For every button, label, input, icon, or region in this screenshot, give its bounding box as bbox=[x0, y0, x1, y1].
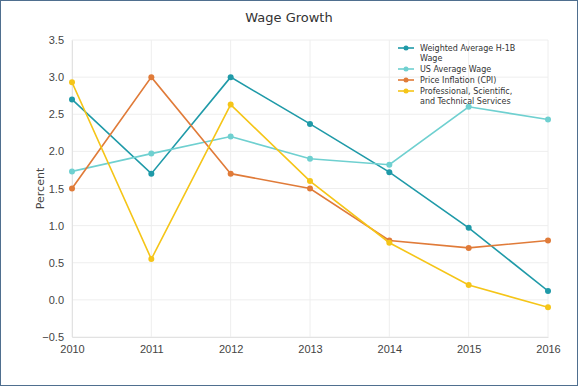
data-point bbox=[545, 237, 551, 243]
data-point bbox=[545, 304, 551, 310]
data-point bbox=[307, 121, 313, 127]
data-point bbox=[386, 162, 392, 168]
data-point bbox=[545, 116, 551, 122]
data-point bbox=[307, 178, 313, 184]
x-axis: 2010 2011 2012 2013 2014 2015 2016 bbox=[60, 337, 560, 355]
data-point bbox=[545, 288, 551, 294]
legend-swatch bbox=[404, 89, 409, 94]
data-point bbox=[148, 256, 154, 262]
grid-line bbox=[389, 40, 390, 337]
data-point bbox=[69, 168, 75, 174]
series-line bbox=[72, 82, 548, 307]
tick: 2.0 bbox=[49, 145, 72, 157]
data-point bbox=[148, 171, 154, 177]
tick-label: 2012 bbox=[219, 343, 243, 355]
series-line bbox=[72, 77, 548, 291]
tick: 2013 bbox=[298, 337, 322, 355]
tick: 0.5 bbox=[49, 257, 72, 269]
grid-line bbox=[230, 40, 231, 337]
tick-label: 0.0 bbox=[49, 294, 64, 306]
tick-label: 2.5 bbox=[49, 108, 64, 120]
plot-area bbox=[69, 74, 551, 310]
tick: 3.5 bbox=[49, 34, 72, 46]
data-point bbox=[69, 79, 75, 85]
data-point bbox=[228, 171, 234, 177]
tick-label: 2016 bbox=[536, 343, 560, 355]
tick: 2.5 bbox=[49, 108, 72, 120]
series-line bbox=[72, 77, 548, 248]
data-point bbox=[307, 186, 313, 192]
data-point bbox=[466, 282, 472, 288]
tick-label: 2010 bbox=[60, 343, 84, 355]
tick: 0.0 bbox=[49, 294, 72, 306]
legend-label: US Average Wage bbox=[420, 65, 491, 74]
frame bbox=[1, 1, 578, 386]
data-point bbox=[228, 74, 234, 80]
tick-label: 2013 bbox=[298, 343, 322, 355]
title: Wage Growth bbox=[245, 10, 332, 25]
tick: 3.0 bbox=[49, 71, 72, 83]
tick: 1.0 bbox=[49, 220, 72, 232]
legend-label: Weighted Average H-1BWage bbox=[420, 44, 515, 63]
tick-label: 3.5 bbox=[49, 34, 64, 46]
tick: 2015 bbox=[457, 337, 481, 355]
tick: 2010 bbox=[60, 337, 84, 355]
chart: −0.5 0.0 0.5 1.0 1.5 2.0 2.5 3.0 3.5 2010 2011 2012… bbox=[0, 0, 578, 386]
data-point bbox=[307, 156, 313, 162]
tick: 2016 bbox=[536, 337, 560, 355]
data-point bbox=[228, 102, 234, 108]
data-point bbox=[466, 245, 472, 251]
legend-swatch bbox=[404, 46, 409, 51]
tick-label: 2.0 bbox=[49, 145, 64, 157]
data-point bbox=[386, 169, 392, 175]
tick: 2011 bbox=[140, 337, 164, 355]
tick: 1.5 bbox=[49, 183, 72, 195]
grid-line bbox=[151, 40, 152, 337]
tick-label: 1.0 bbox=[49, 220, 64, 232]
legend-label: Professional, Scientific,and Technical S… bbox=[420, 87, 512, 106]
tick-label: 2011 bbox=[140, 343, 164, 355]
series-line bbox=[72, 107, 548, 172]
legend-label: Price Inflation (CPI) bbox=[420, 76, 496, 85]
data-point bbox=[69, 186, 75, 192]
tick: 2014 bbox=[378, 337, 402, 355]
legend-swatch bbox=[404, 67, 409, 72]
data-point bbox=[148, 74, 154, 80]
axis-title: Percent bbox=[34, 167, 47, 209]
tick: 2012 bbox=[219, 337, 243, 355]
legend-swatch bbox=[404, 78, 409, 83]
tick-label: 2015 bbox=[457, 343, 481, 355]
data-point bbox=[466, 225, 472, 231]
data-point bbox=[148, 151, 154, 157]
tick-label: 2014 bbox=[378, 343, 402, 355]
data-point bbox=[228, 134, 234, 140]
data-point bbox=[386, 240, 392, 246]
data-point bbox=[69, 96, 75, 102]
tick-label: 1.5 bbox=[49, 183, 64, 195]
axis-line bbox=[73, 337, 549, 338]
tick-label: 0.5 bbox=[49, 257, 64, 269]
grid bbox=[72, 40, 548, 337]
tick-label: 3.0 bbox=[49, 71, 64, 83]
tick: −0.5 bbox=[42, 331, 72, 343]
legend: Weighted Average H-1BWage US Average Wage… bbox=[398, 44, 515, 106]
tick-label: −0.5 bbox=[42, 331, 64, 343]
